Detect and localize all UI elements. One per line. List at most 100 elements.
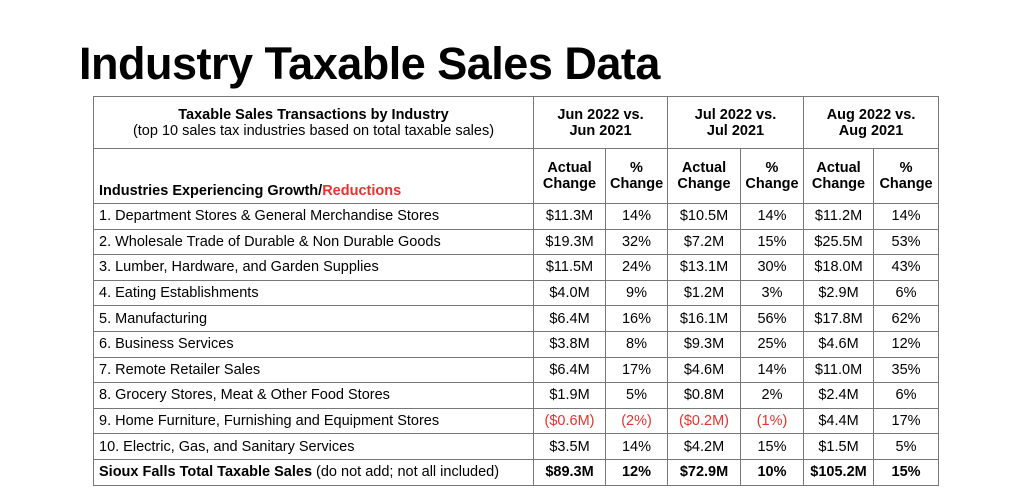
actual-change-cell: $16.1M <box>667 305 741 332</box>
total-pct-change: 10% <box>739 458 805 486</box>
actual-change-cell: $6.4M <box>533 356 606 384</box>
table-row: 1. Department Stores & General Merchandi… <box>93 203 940 230</box>
table-subtitle: (top 10 sales tax industries based on to… <box>132 122 495 139</box>
actual-change-cell: $3.8M <box>533 330 606 358</box>
total-actual-change: $72.9M <box>667 458 741 486</box>
actual-change-cell: $18.0M <box>803 254 875 281</box>
pct-change-cell: (1%) <box>739 407 805 435</box>
actual-change-header: Actual Change <box>803 148 875 204</box>
industry-name: 10. Electric, Gas, and Sanitary Services <box>93 433 534 460</box>
industry-name: 4. Eating Establishments <box>93 279 534 307</box>
actual-change-cell: $11.2M <box>803 203 875 230</box>
actual-change-cell: $4.6M <box>803 330 875 358</box>
actual-change-cell: $4.4M <box>803 407 875 435</box>
actual-change-cell: $11.0M <box>803 356 875 384</box>
pct-change-cell: 30% <box>739 254 805 281</box>
pct-change-cell: 53% <box>873 228 940 256</box>
pct-change-header: % Change <box>739 148 805 204</box>
industry-name: 7. Remote Retailer Sales <box>93 356 534 384</box>
pct-change-cell: 16% <box>605 305 668 332</box>
period-header-aug: Aug 2022 vs. Aug 2021 <box>803 96 940 149</box>
actual-change-cell: $7.2M <box>667 228 741 256</box>
header-row-periods: Taxable Sales Transactions by Industry (… <box>93 96 940 149</box>
actual-change-cell: $9.3M <box>667 330 741 358</box>
table-title: Taxable Sales Transactions by Industry <box>178 106 449 123</box>
table-row: 9. Home Furniture, Furnishing and Equipm… <box>93 407 940 435</box>
pct-change-cell: 14% <box>739 203 805 230</box>
actual-change-cell: $1.2M <box>667 279 741 307</box>
total-pct-change: 12% <box>605 458 668 486</box>
period-header-jun: Jun 2022 vs. Jun 2021 <box>533 96 668 149</box>
actual-change-cell: ($0.2M) <box>667 407 741 435</box>
industry-name: 1. Department Stores & General Merchandi… <box>93 203 534 230</box>
reductions-label: Reductions <box>322 183 402 199</box>
period-header-jul: Jul 2022 vs. Jul 2021 <box>666 96 805 149</box>
industry-name: 2. Wholesale Trade of Durable & Non Dura… <box>93 228 534 256</box>
actual-change-cell: $6.4M <box>533 305 606 332</box>
actual-change-header: Actual Change <box>533 148 606 204</box>
actual-change-cell: $4.0M <box>533 279 606 307</box>
actual-change-cell: ($0.6M) <box>533 407 606 435</box>
pct-change-cell: 15% <box>739 228 805 256</box>
pct-change-cell: 15% <box>739 433 805 460</box>
total-actual-change: $105.2M <box>803 458 875 486</box>
header-row-columns: Industries Experiencing Growth/Reduction… <box>93 148 940 204</box>
actual-change-cell: $4.2M <box>667 433 741 460</box>
table-row: 4. Eating Establishments $4.0M 9% $1.2M 3% $2… <box>93 279 940 307</box>
actual-change-cell: $17.8M <box>803 305 875 332</box>
industry-name: 6. Business Services <box>93 330 534 358</box>
actual-change-cell: $19.3M <box>533 228 606 256</box>
actual-change-cell: $11.3M <box>533 203 606 230</box>
table-row: 2. Wholesale Trade of Durable & Non Dura… <box>93 228 940 256</box>
pct-change-cell: 14% <box>605 203 668 230</box>
pct-change-cell: 6% <box>873 382 940 409</box>
pct-change-cell: 35% <box>873 356 940 384</box>
table-row: 8. Grocery Stores, Meat & Other Food Sto… <box>93 382 940 409</box>
table-row: 10. Electric, Gas, and Sanitary Services… <box>93 433 940 460</box>
industry-name: 9. Home Furniture, Furnishing and Equipm… <box>93 407 534 435</box>
actual-change-cell: $0.8M <box>667 382 741 409</box>
pct-change-cell: 17% <box>873 407 940 435</box>
pct-change-header: % Change <box>873 148 940 204</box>
table-row: 5. Manufacturing $6.4M 16% $16.1M 56% $17.8M 6… <box>93 305 940 332</box>
pct-change-cell: 5% <box>873 433 940 460</box>
actual-change-cell: $2.9M <box>803 279 875 307</box>
total-row: Sioux Falls Total Taxable Sales (do not … <box>93 458 940 486</box>
pct-change-cell: 62% <box>873 305 940 332</box>
actual-change-cell: $11.5M <box>533 254 606 281</box>
pct-change-cell: 25% <box>739 330 805 358</box>
pct-change-cell: 14% <box>739 356 805 384</box>
table-row: 7. Remote Retailer Sales $6.4M 17% $4.6M 14%… <box>93 356 940 384</box>
actual-change-header: Actual Change <box>667 148 741 204</box>
actual-change-cell: $2.4M <box>803 382 875 409</box>
actual-change-cell: $1.5M <box>803 433 875 460</box>
pct-change-cell: 8% <box>605 330 668 358</box>
industry-name: 5. Manufacturing <box>93 305 534 332</box>
actual-change-cell: $3.5M <box>533 433 606 460</box>
actual-change-cell: $25.5M <box>803 228 875 256</box>
pct-change-cell: 3% <box>739 279 805 307</box>
pct-change-cell: 5% <box>605 382 668 409</box>
taxable-sales-table: Taxable Sales Transactions by Industry (… <box>93 96 940 486</box>
total-pct-change: 15% <box>873 458 940 486</box>
pct-change-cell: 43% <box>873 254 940 281</box>
pct-change-cell: 9% <box>605 279 668 307</box>
industries-column-header: Industries Experiencing Growth/Reduction… <box>93 148 534 204</box>
table-row: 3. Lumber, Hardware, and Garden Supplies… <box>93 254 940 281</box>
actual-change-cell: $10.5M <box>667 203 741 230</box>
total-label: Sioux Falls Total Taxable Sales (do not … <box>93 458 534 486</box>
table-row: 6. Business Services $3.8M 8% $9.3M 25% $4.6M… <box>93 330 940 358</box>
total-actual-change: $89.3M <box>533 458 606 486</box>
industry-name: 8. Grocery Stores, Meat & Other Food Sto… <box>93 382 534 409</box>
pct-change-cell: 17% <box>605 356 668 384</box>
pct-change-cell: 12% <box>873 330 940 358</box>
pct-change-cell: 32% <box>605 228 668 256</box>
actual-change-cell: $4.6M <box>667 356 741 384</box>
page-title: Industry Taxable Sales Data <box>79 38 660 89</box>
pct-change-cell: 6% <box>873 279 940 307</box>
pct-change-cell: 14% <box>873 203 940 230</box>
actual-change-cell: $1.9M <box>533 382 606 409</box>
pct-change-header: % Change <box>605 148 668 204</box>
actual-change-cell: $13.1M <box>667 254 741 281</box>
pct-change-cell: (2%) <box>605 407 668 435</box>
